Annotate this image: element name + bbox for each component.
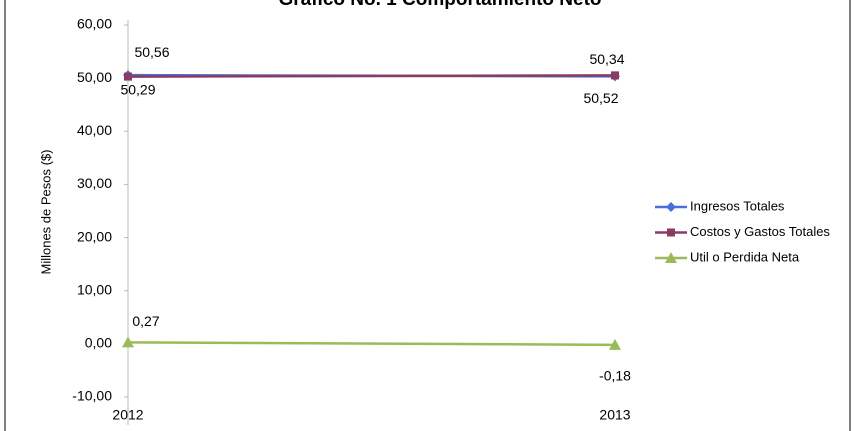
y-tick-label: 0,00 — [85, 335, 112, 351]
marker — [609, 338, 621, 350]
data-label: 50,29 — [120, 81, 155, 97]
y-tick-label: 10,00 — [77, 281, 112, 297]
marker — [122, 336, 134, 348]
chart-title: Grafico No. 1 Comportamiento Neto — [278, 0, 601, 10]
data-label: 50,56 — [134, 44, 169, 60]
data-label: 50,34 — [589, 51, 624, 67]
legend-label: Ingresos Totales — [690, 198, 785, 213]
y-tick-label: 20,00 — [77, 228, 112, 244]
x-tick-label: 2012 — [112, 407, 143, 423]
marker — [611, 71, 619, 80]
data-label: 0,27 — [132, 313, 159, 329]
y-tick-label: 40,00 — [77, 122, 112, 138]
legend-label: Util o Perdida Neta — [690, 249, 800, 264]
data-label: 50,52 — [583, 90, 618, 106]
legend-marker — [665, 252, 677, 263]
series-line — [127, 74, 616, 78]
legend-label: Costos y Gastos Totales — [690, 224, 830, 239]
legend-marker — [666, 202, 676, 212]
y-tick-label: 30,00 — [77, 175, 112, 191]
chart-frame — [4, 0, 851, 431]
marker — [124, 72, 132, 81]
y-axis-title: Millones de Pesos ($) — [38, 150, 53, 275]
series-line — [127, 341, 616, 347]
x-tick-label: 2013 — [599, 407, 630, 423]
data-label: -0,18 — [599, 368, 631, 384]
legend-marker — [667, 228, 675, 237]
y-tick-label: 60,00 — [77, 16, 112, 32]
y-tick-label: -10,00 — [72, 388, 112, 404]
y-tick-label: 50,00 — [77, 69, 112, 85]
